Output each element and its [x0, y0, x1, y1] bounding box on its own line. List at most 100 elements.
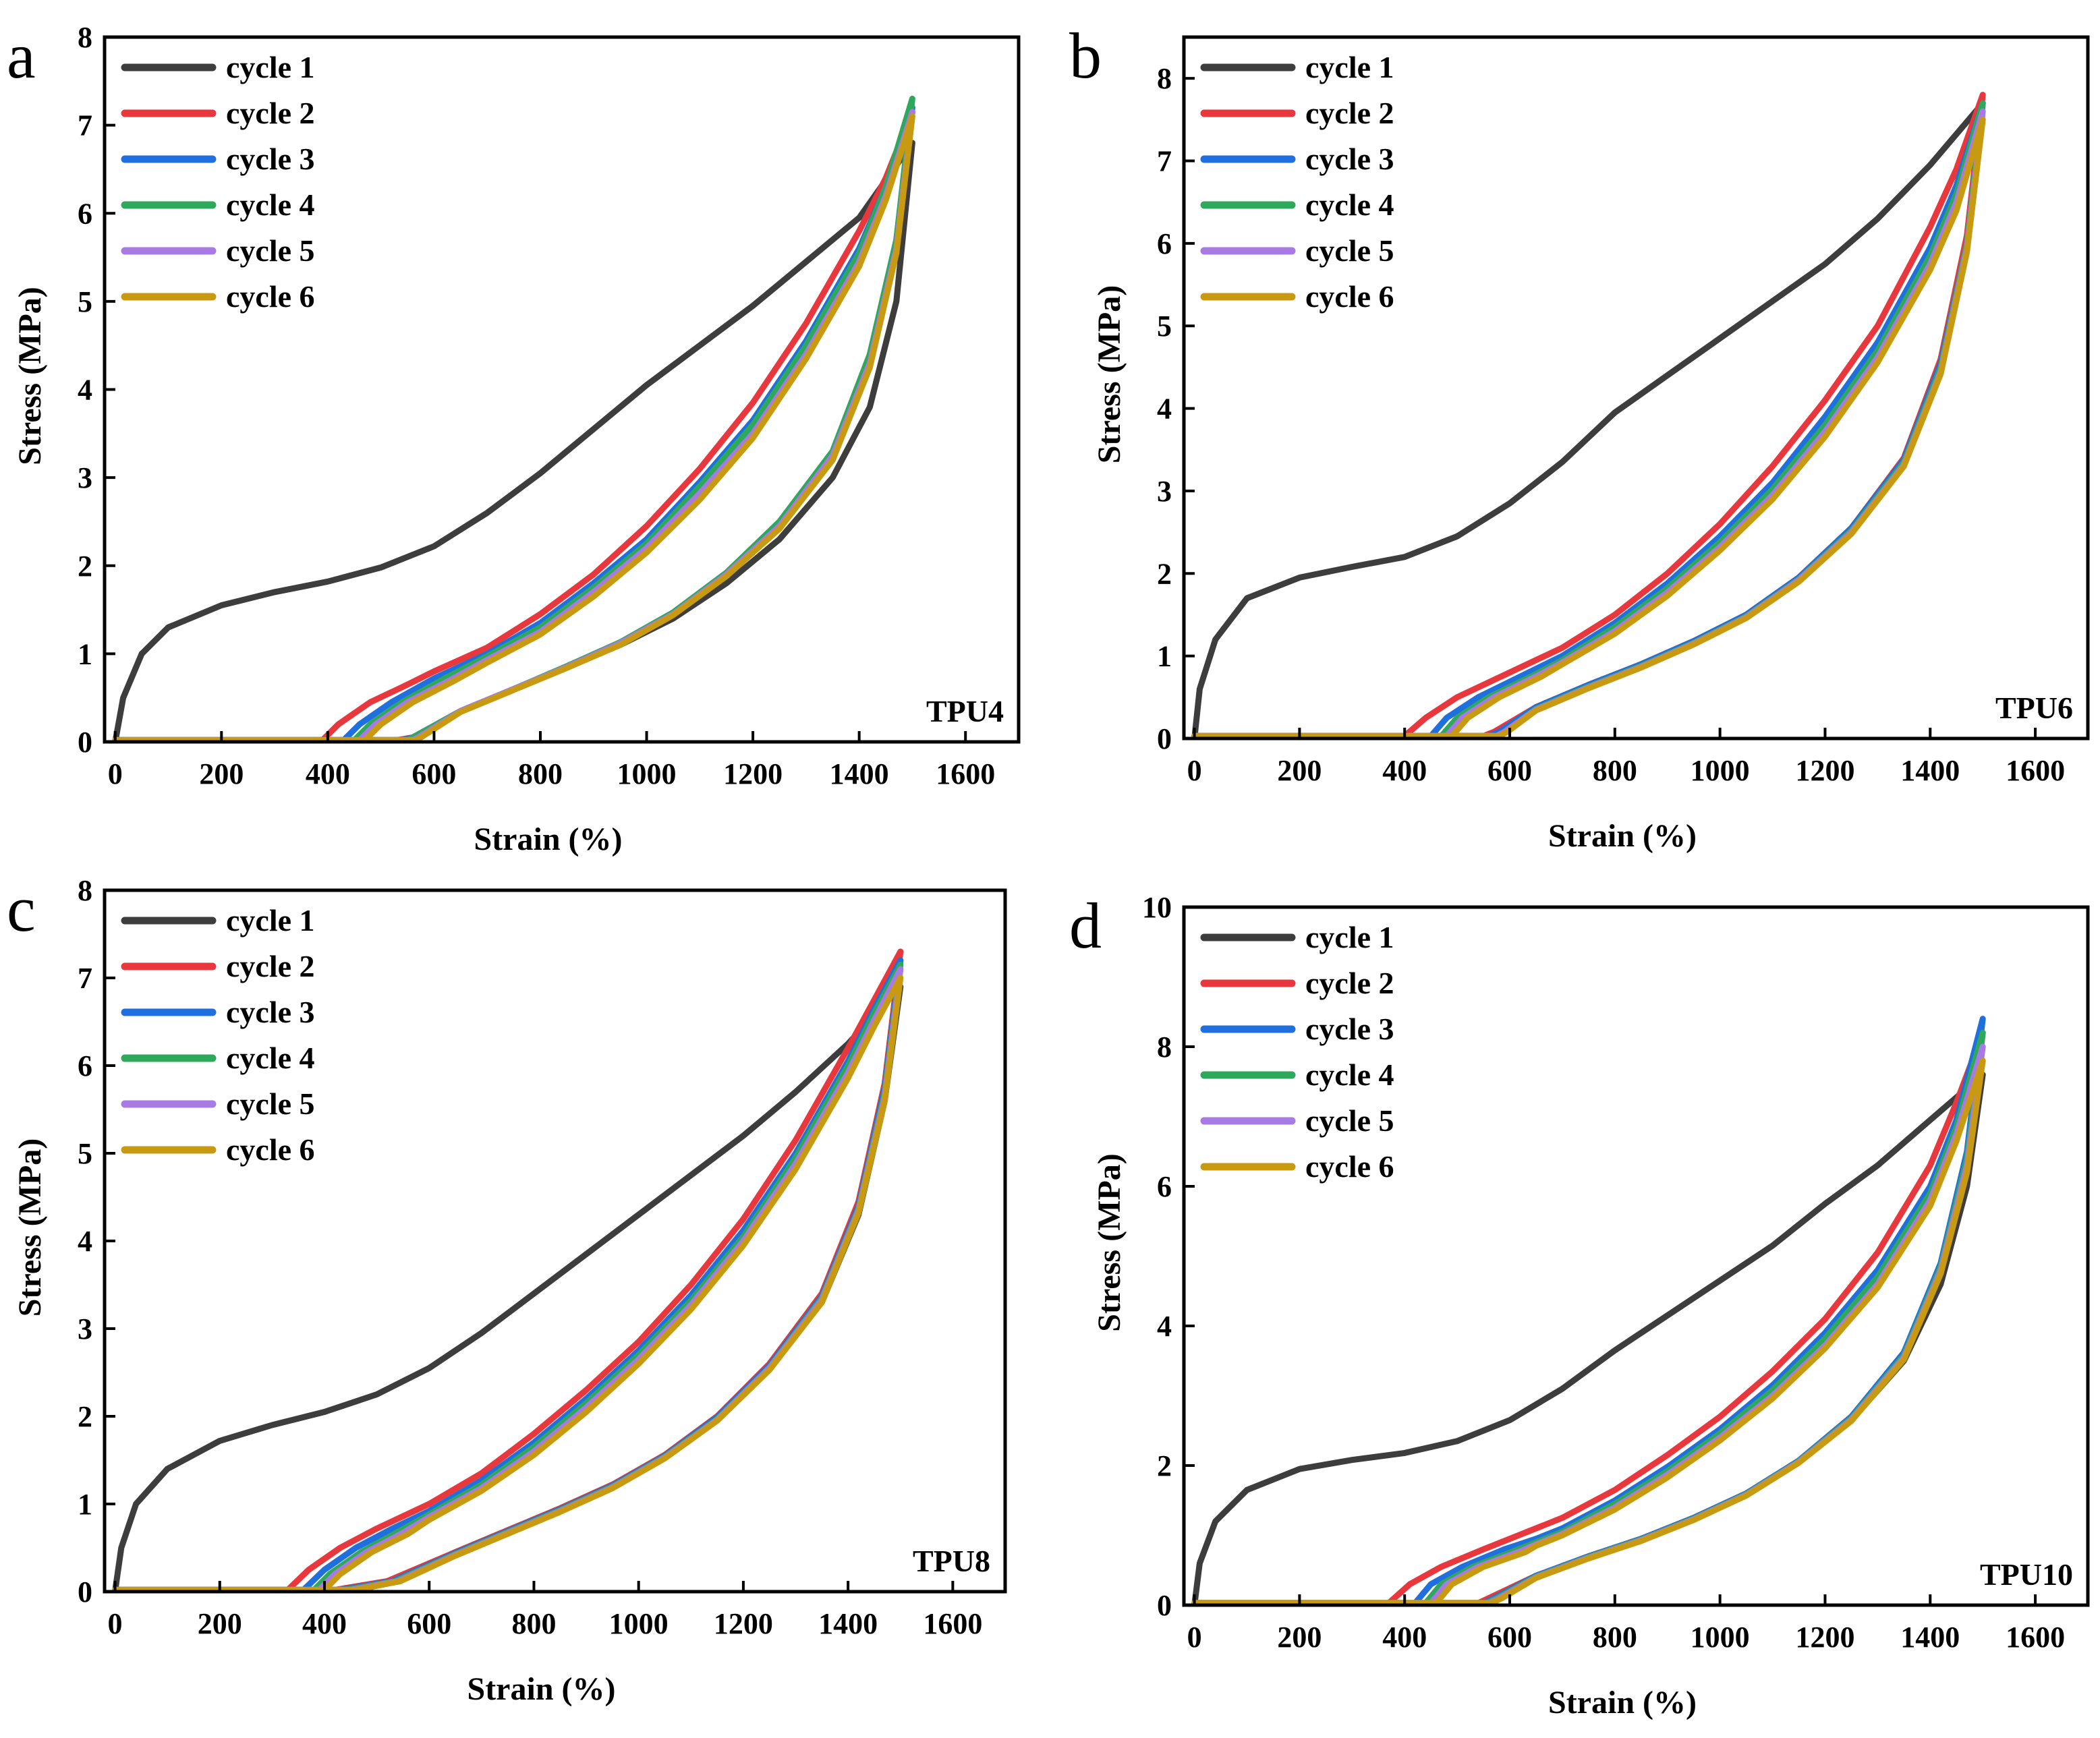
panel-letter: a — [7, 20, 36, 92]
legend-label: cycle 1 — [1305, 50, 1394, 84]
panel-d: 0 200 400 600 800 1000 1200 1400 1600 0 2 4 6 8 10 Stra… — [1069, 890, 2090, 1720]
x-tick-label: 1200 — [723, 757, 783, 790]
x-tick-label: 1400 — [1900, 754, 1960, 787]
series-line-cycle-1 — [112, 983, 904, 1592]
sample-label: TPU8 — [913, 1544, 990, 1578]
series-group — [112, 95, 915, 742]
y-tick-label: 4 — [1157, 1310, 1172, 1343]
x-axis-label: Strain (%) — [467, 1671, 616, 1707]
x-tick-label: 1600 — [936, 757, 995, 790]
panel-letter: d — [1069, 890, 1102, 962]
y-axis-label: Stress (MPa) — [1091, 1153, 1127, 1331]
series-line-cycle-6 — [1191, 1058, 1986, 1605]
y-tick-label: 5 — [1157, 310, 1172, 343]
panel-letter: c — [7, 873, 36, 945]
legend-label: cycle 2 — [1305, 96, 1394, 130]
y-tick-label: 2 — [78, 1400, 92, 1433]
legend-label: cycle 4 — [1305, 187, 1394, 222]
plot-frame — [1182, 35, 2090, 741]
y-tick-label: 6 — [1157, 1170, 1172, 1203]
panel-c: 0 200 400 600 800 1000 1200 1400 1600 0 1 2 3 4 5 6 7 8 St… — [7, 873, 1007, 1707]
plot-frame — [1182, 905, 2090, 1607]
legend-label: cycle 2 — [1305, 966, 1394, 1000]
x-tick-label: 400 — [306, 757, 350, 790]
panel-a: 0 200 400 600 800 1000 1200 1400 1600 0 1 2 3 4 5 6 7 8 St… — [7, 20, 1021, 857]
y-tick-label: 6 — [78, 197, 92, 230]
x-tick-label: 1600 — [2006, 754, 2065, 787]
x-tick-label: 1000 — [609, 1607, 669, 1640]
y-tick-label: 0 — [78, 1575, 92, 1609]
legend-label: cycle 3 — [1305, 1012, 1394, 1046]
series-group — [112, 948, 904, 1592]
y-tick-label: 8 — [1157, 62, 1172, 95]
legend-label: cycle 3 — [226, 142, 315, 176]
legend-label: cycle 2 — [226, 96, 315, 130]
legend-label: cycle 6 — [226, 1132, 315, 1167]
y-tick-label: 1 — [78, 637, 92, 670]
y-tick-label: 3 — [78, 461, 92, 494]
legend-label: cycle 1 — [226, 50, 315, 84]
legend: cycle 1 cycle 2 cycle 3 cycle 4 cycle 5 cycle… — [1200, 50, 1394, 314]
y-tick-label: 0 — [1157, 722, 1172, 755]
legend-label: cycle 6 — [226, 279, 315, 314]
y-tick-label: 10 — [1142, 891, 1172, 924]
x-tick-label: 1200 — [1795, 754, 1854, 787]
panel-b: 0 200 400 600 800 1000 1200 1400 1600 0 1 2 3 4 5 6 7 8 St… — [1069, 20, 2090, 854]
legend-label: cycle 4 — [226, 1041, 315, 1075]
x-tick-label: 600 — [1487, 754, 1532, 787]
legend-label: cycle 1 — [1305, 920, 1394, 954]
series-line-cycle-6 — [112, 975, 904, 1592]
x-tick-label: 200 — [199, 757, 244, 790]
x-tick-label: 800 — [518, 757, 563, 790]
legend-label: cycle 4 — [226, 187, 315, 222]
x-tick-label: 800 — [1593, 1621, 1637, 1654]
x-tick-label: 1000 — [1691, 1621, 1750, 1654]
sample-label: TPU4 — [926, 694, 1004, 728]
y-tick-label: 7 — [78, 962, 92, 995]
y-tick-label: 2 — [1157, 1449, 1172, 1482]
y-tick-label: 1 — [1157, 640, 1172, 673]
x-tick-label: 0 — [108, 1607, 123, 1640]
sample-label: TPU10 — [1980, 1557, 2073, 1592]
y-axis-label: Stress (MPa) — [1091, 285, 1127, 463]
x-tick-label: 1000 — [1691, 754, 1750, 787]
y-tick-label: 8 — [78, 21, 92, 54]
legend-label: cycle 4 — [1305, 1058, 1394, 1092]
x-tick-label: 800 — [1593, 754, 1637, 787]
x-tick-label: 600 — [412, 757, 456, 790]
series-line-cycle-6 — [112, 113, 915, 742]
y-tick-label: 6 — [1157, 227, 1172, 260]
x-tick-label: 200 — [198, 1607, 242, 1640]
legend-label: cycle 1 — [226, 903, 315, 937]
y-axis-label: Stress (MPa) — [12, 287, 48, 465]
x-tick-label: 600 — [407, 1607, 451, 1640]
y-tick-label: 2 — [78, 550, 92, 583]
y-tick-label: 4 — [78, 1225, 92, 1258]
x-tick-label: 400 — [1382, 1621, 1427, 1654]
y-tick-label: 1 — [78, 1488, 92, 1521]
y-tick-label: 0 — [78, 726, 92, 759]
x-tick-label: 0 — [1187, 1621, 1202, 1654]
y-tick-label: 6 — [78, 1049, 92, 1082]
legend: cycle 1 cycle 2 cycle 3 cycle 4 cycle 5 cycle… — [121, 50, 315, 314]
y-tick-label: 7 — [78, 109, 92, 142]
x-tick-label: 1600 — [923, 1607, 982, 1640]
series-line-cycle-6 — [1191, 116, 1986, 738]
legend-label: cycle 6 — [1305, 1149, 1394, 1184]
legend-label: cycle 3 — [226, 995, 315, 1029]
legend: cycle 1 cycle 2 cycle 3 cycle 4 cycle 5 cycle… — [121, 903, 315, 1167]
x-tick-label: 800 — [511, 1607, 556, 1640]
x-tick-label: 1400 — [1900, 1621, 1960, 1654]
y-tick-label: 7 — [1157, 145, 1172, 178]
y-tick-label: 3 — [78, 1312, 92, 1345]
y-tick-label: 0 — [1157, 1589, 1172, 1622]
x-tick-label: 1600 — [2006, 1621, 2065, 1654]
legend: cycle 1 cycle 2 cycle 3 cycle 4 cycle 5 cycle… — [1200, 920, 1394, 1184]
x-tick-label: 400 — [1382, 754, 1427, 787]
x-tick-label: 1400 — [818, 1607, 878, 1640]
x-tick-label: 1000 — [617, 757, 677, 790]
x-axis-label: Strain (%) — [474, 821, 623, 857]
y-tick-label: 2 — [1157, 557, 1172, 590]
series-group — [1191, 92, 1986, 738]
